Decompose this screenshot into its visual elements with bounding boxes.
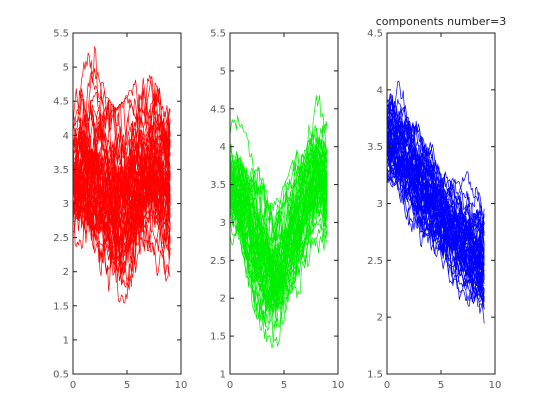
x-tick-label: 0 (384, 380, 390, 391)
y-tick-label: 2 (220, 294, 226, 305)
y-tick-label: 3 (63, 199, 69, 210)
series-line (387, 129, 485, 282)
y-tick-label: 0.5 (53, 370, 69, 381)
y-tick-label: 3 (377, 199, 383, 210)
y-tick-label: 2 (63, 267, 69, 278)
y-tick-label: 4.5 (210, 104, 226, 115)
x-tick-label: 10 (332, 380, 345, 391)
y-tick-label: 1 (220, 370, 226, 381)
y-tick-label: 2.5 (210, 256, 226, 267)
chart-panel-2: 1 1.5 2 2.5 3 3.5 4 4.5 5 5.5 0 5 10 (210, 29, 344, 392)
y-tick-label: 2.5 (367, 256, 383, 267)
y-tick-label: 1.5 (367, 370, 383, 381)
y-tick-label: 3.5 (53, 165, 69, 176)
series-line (230, 141, 328, 272)
y-tick-label: 2.5 (53, 233, 69, 244)
series-line (73, 131, 171, 264)
x-tick-label: 10 (489, 380, 502, 391)
series-line (230, 197, 328, 347)
y-tick-label: 5.5 (210, 29, 226, 40)
traces-group (230, 94, 328, 349)
chart-panel-1: 0.5 1 1.5 2 2.5 3 3.5 4 4.5 5 5.5 0 5 10 (53, 29, 187, 392)
y-tick-label: 1.5 (53, 301, 69, 312)
y-tick-label: 3.5 (210, 180, 226, 191)
series-line (73, 177, 171, 272)
y-tick-label: 4 (377, 85, 383, 96)
x-tick-label: 5 (124, 380, 130, 391)
series-line (230, 149, 328, 259)
y-tick-label: 4.5 (367, 29, 383, 40)
series-line (230, 191, 328, 316)
y-tick-label: 4 (220, 142, 226, 153)
series-line (73, 149, 171, 292)
y-tick-label: 5.5 (53, 29, 69, 40)
y-tick-label: 5 (220, 66, 226, 77)
series-line (230, 127, 328, 243)
series-line (387, 144, 485, 289)
chart-panel-3: 1.5 2 2.5 3 3.5 4 4.5 0 5 10 components number=3 (367, 15, 506, 391)
traces-group (73, 46, 171, 304)
y-tick-label: 1 (63, 335, 69, 346)
series-line (230, 173, 328, 305)
series-line (73, 136, 171, 271)
series-line (73, 163, 171, 275)
series-line (73, 139, 171, 277)
x-tick-label: 5 (438, 380, 444, 391)
series-line (230, 182, 328, 349)
series-line (73, 142, 171, 245)
series-line (387, 169, 485, 307)
y-tick-label: 5 (63, 63, 69, 74)
y-tick-label: 3.5 (367, 142, 383, 153)
x-tick-label: 10 (175, 380, 188, 391)
series-line (73, 79, 171, 179)
series-line (230, 165, 328, 331)
series-line (230, 176, 328, 314)
series-line (230, 175, 328, 272)
series-line (387, 80, 485, 223)
x-tick-label: 5 (281, 380, 287, 391)
y-tick-label: 4 (63, 131, 69, 142)
series-line (387, 114, 485, 248)
series-line (73, 144, 171, 225)
series-line (73, 121, 171, 221)
chart-title: components number=3 (376, 15, 507, 28)
y-tick-label: 4.5 (53, 97, 69, 108)
y-tick-label: 2 (377, 313, 383, 324)
series-line (387, 100, 485, 270)
x-tick-label: 0 (227, 380, 233, 391)
x-tick-label: 0 (70, 380, 76, 391)
y-tick-label: 3 (220, 218, 226, 229)
traces-group (387, 80, 485, 324)
series-line (73, 105, 171, 204)
y-tick-label: 1.5 (210, 332, 226, 343)
